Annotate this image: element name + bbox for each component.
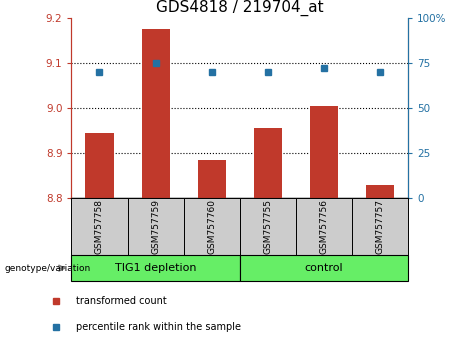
- Text: control: control: [305, 263, 343, 273]
- Bar: [366, 185, 394, 198]
- Bar: [198, 160, 226, 198]
- Text: GSM757758: GSM757758: [95, 199, 104, 254]
- Bar: [352, 198, 408, 255]
- Bar: [128, 198, 183, 255]
- Text: GSM757759: GSM757759: [151, 199, 160, 254]
- Text: GSM757757: GSM757757: [375, 199, 384, 254]
- Text: GSM757755: GSM757755: [263, 199, 272, 254]
- Bar: [71, 198, 128, 255]
- Text: GSM757756: GSM757756: [319, 199, 328, 254]
- Bar: [85, 133, 113, 198]
- Bar: [310, 106, 338, 198]
- Bar: [240, 198, 296, 255]
- Title: GDS4818 / 219704_at: GDS4818 / 219704_at: [156, 0, 324, 16]
- Text: genotype/variation: genotype/variation: [5, 264, 91, 273]
- Bar: [254, 128, 282, 198]
- Text: GSM757760: GSM757760: [207, 199, 216, 254]
- Text: percentile rank within the sample: percentile rank within the sample: [76, 322, 241, 332]
- Bar: [71, 255, 240, 281]
- Text: transformed count: transformed count: [76, 296, 166, 306]
- Text: TIG1 depletion: TIG1 depletion: [115, 263, 196, 273]
- Bar: [240, 255, 408, 281]
- Bar: [142, 29, 170, 198]
- Bar: [296, 198, 352, 255]
- Bar: [183, 198, 240, 255]
